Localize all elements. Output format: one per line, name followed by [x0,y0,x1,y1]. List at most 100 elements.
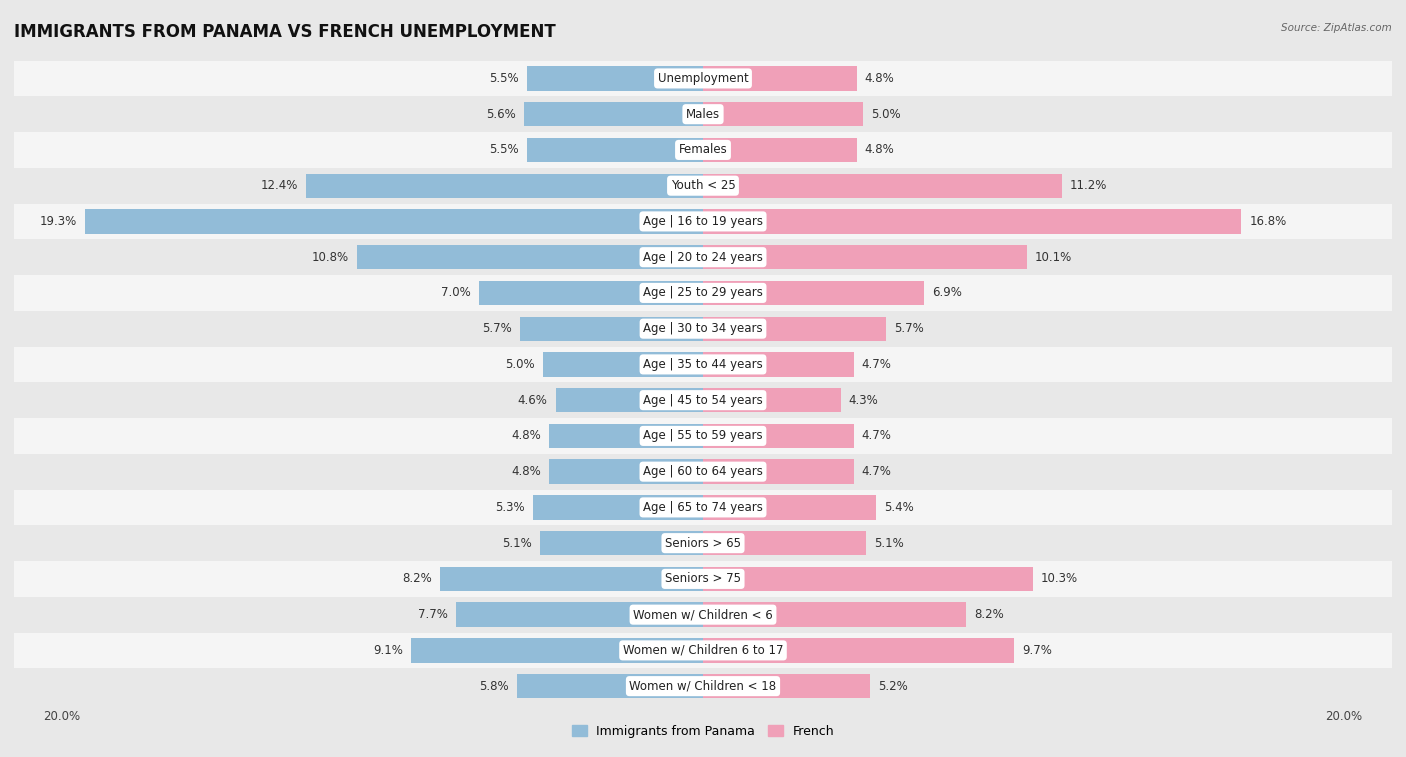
Bar [703,281,924,305]
Text: Women w/ Children 6 to 17: Women w/ Children 6 to 17 [623,644,783,657]
Text: 12.4%: 12.4% [260,179,298,192]
Text: Women w/ Children < 18: Women w/ Children < 18 [630,680,776,693]
Text: Age | 35 to 44 years: Age | 35 to 44 years [643,358,763,371]
Bar [478,281,703,305]
Bar [0,132,1406,168]
Text: IMMIGRANTS FROM PANAMA VS FRENCH UNEMPLOYMENT: IMMIGRANTS FROM PANAMA VS FRENCH UNEMPLO… [14,23,555,41]
Text: 4.6%: 4.6% [517,394,547,407]
Bar [440,567,703,591]
Bar [0,275,1406,311]
Bar [0,453,1406,490]
Text: Age | 55 to 59 years: Age | 55 to 59 years [643,429,763,442]
Text: Age | 45 to 54 years: Age | 45 to 54 years [643,394,763,407]
Bar [703,173,1062,198]
Text: 5.0%: 5.0% [872,107,901,120]
Bar [533,495,703,519]
Text: 9.1%: 9.1% [374,644,404,657]
Bar [703,209,1241,234]
Text: Males: Males [686,107,720,120]
Bar [703,316,886,341]
Bar [412,638,703,662]
Bar [703,245,1026,269]
Bar [0,668,1406,704]
Bar [520,316,703,341]
Bar [703,138,856,162]
Bar [523,102,703,126]
Text: 5.4%: 5.4% [884,501,914,514]
Legend: Immigrants from Panama, French: Immigrants from Panama, French [567,720,839,743]
Bar [0,311,1406,347]
Bar [703,102,863,126]
Text: 9.7%: 9.7% [1022,644,1052,657]
Bar [550,424,703,448]
Text: 5.1%: 5.1% [502,537,531,550]
Text: 7.7%: 7.7% [419,608,449,621]
Bar [0,61,1406,96]
Bar [0,490,1406,525]
Text: 4.8%: 4.8% [865,143,894,157]
Text: Women w/ Children < 6: Women w/ Children < 6 [633,608,773,621]
Text: 10.3%: 10.3% [1040,572,1078,585]
Bar [703,567,1033,591]
Text: Age | 65 to 74 years: Age | 65 to 74 years [643,501,763,514]
Bar [0,561,1406,597]
Text: 4.8%: 4.8% [512,465,541,478]
Text: 4.3%: 4.3% [849,394,879,407]
Text: 5.2%: 5.2% [877,680,907,693]
Bar [305,173,703,198]
Text: Females: Females [679,143,727,157]
Bar [357,245,703,269]
Text: Seniors > 65: Seniors > 65 [665,537,741,550]
Bar [0,418,1406,453]
Bar [0,633,1406,668]
Text: Age | 25 to 29 years: Age | 25 to 29 years [643,286,763,300]
Text: 8.2%: 8.2% [974,608,1004,621]
Text: 4.7%: 4.7% [862,429,891,442]
Text: Youth < 25: Youth < 25 [671,179,735,192]
Text: 11.2%: 11.2% [1070,179,1108,192]
Text: 5.6%: 5.6% [486,107,516,120]
Bar [703,424,853,448]
Text: Seniors > 75: Seniors > 75 [665,572,741,585]
Bar [550,459,703,484]
Text: Age | 20 to 24 years: Age | 20 to 24 years [643,251,763,263]
Bar [517,674,703,698]
Bar [0,168,1406,204]
Bar [527,67,703,91]
Text: 5.7%: 5.7% [894,322,924,335]
Bar [540,531,703,556]
Text: 7.0%: 7.0% [441,286,471,300]
Text: 4.7%: 4.7% [862,465,891,478]
Text: Unemployment: Unemployment [658,72,748,85]
Text: 4.8%: 4.8% [865,72,894,85]
Text: 5.5%: 5.5% [489,72,519,85]
Bar [703,67,856,91]
Bar [543,352,703,376]
Bar [0,204,1406,239]
Text: 5.0%: 5.0% [505,358,534,371]
Bar [0,239,1406,275]
Bar [0,597,1406,633]
Bar [0,347,1406,382]
Bar [703,603,966,627]
Text: 4.8%: 4.8% [512,429,541,442]
Bar [703,638,1014,662]
Bar [0,382,1406,418]
Bar [84,209,703,234]
Text: Age | 30 to 34 years: Age | 30 to 34 years [643,322,763,335]
Bar [703,531,866,556]
Text: 5.5%: 5.5% [489,143,519,157]
Text: 10.8%: 10.8% [312,251,349,263]
Bar [0,96,1406,132]
Text: Age | 60 to 64 years: Age | 60 to 64 years [643,465,763,478]
Text: 5.8%: 5.8% [479,680,509,693]
Bar [703,495,876,519]
Bar [527,138,703,162]
Bar [703,674,870,698]
Text: 5.3%: 5.3% [495,501,526,514]
Text: 5.1%: 5.1% [875,537,904,550]
Text: Age | 16 to 19 years: Age | 16 to 19 years [643,215,763,228]
Bar [703,388,841,413]
Text: 19.3%: 19.3% [39,215,76,228]
Text: 8.2%: 8.2% [402,572,432,585]
